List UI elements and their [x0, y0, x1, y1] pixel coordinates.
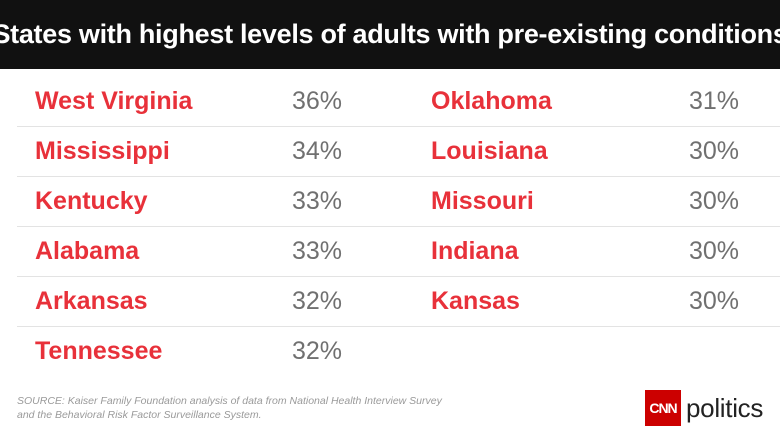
state-percent: 30% [689, 237, 740, 265]
title-bar: States with highest levels of adults wit… [0, 0, 780, 69]
state-name: West Virginia [35, 87, 193, 115]
state-percent: 32% [292, 287, 343, 315]
state-percent: 36% [292, 87, 343, 115]
state-percent: 34% [292, 137, 343, 165]
table-row: Indiana 30% [397, 227, 780, 277]
state-name: Kentucky [35, 187, 148, 215]
state-name: Alabama [35, 237, 140, 265]
source-line: SOURCE: Kaiser Family Foundation analysi… [17, 395, 442, 407]
state-name: Oklahoma [431, 87, 552, 115]
state-percent: 30% [689, 187, 740, 215]
state-name: Kansas [431, 287, 520, 315]
table-row: Mississippi 34% [17, 127, 397, 177]
state-name: Missouri [431, 187, 534, 215]
table-row: Alabama 33% [17, 227, 397, 277]
state-name: Indiana [431, 237, 519, 265]
table-row: Tennessee 32% [17, 327, 397, 377]
state-percent: 30% [689, 287, 740, 315]
state-percent: 32% [292, 337, 343, 365]
cnn-logo-icon: CNN [645, 390, 681, 426]
table-row: Louisiana 30% [397, 127, 780, 177]
state-percent: 31% [689, 87, 740, 115]
table-row: Kentucky 33% [17, 177, 397, 227]
table-column-left: West Virginia 36% Mississippi 34% Kentuc… [17, 77, 397, 377]
state-name: Tennessee [35, 337, 163, 365]
table-row: Arkansas 32% [17, 277, 397, 327]
source-note: SOURCE: Kaiser Family Foundation analysi… [17, 394, 487, 422]
table-column-right: Oklahoma 31% Louisiana 30% Missouri 30% … [397, 77, 780, 377]
state-name: Arkansas [35, 287, 148, 315]
state-percent: 30% [689, 137, 740, 165]
logo-text: politics [686, 392, 764, 423]
table-row: West Virginia 36% [17, 77, 397, 127]
state-percent: 33% [292, 237, 343, 265]
table-row: Kansas 30% [397, 277, 780, 327]
state-percent: 33% [292, 187, 343, 215]
source-line: and the Behavioral Risk Factor Surveilla… [17, 409, 262, 421]
table-row: Missouri 30% [397, 177, 780, 227]
chart-title: States with highest levels of adults wit… [0, 19, 780, 49]
cnn-politics-logo: CNN politics [645, 390, 763, 426]
state-name: Mississippi [35, 137, 170, 165]
state-name: Louisiana [431, 137, 548, 165]
states-table: West Virginia 36% Mississippi 34% Kentuc… [17, 77, 780, 377]
table-row: Oklahoma 31% [397, 77, 780, 127]
